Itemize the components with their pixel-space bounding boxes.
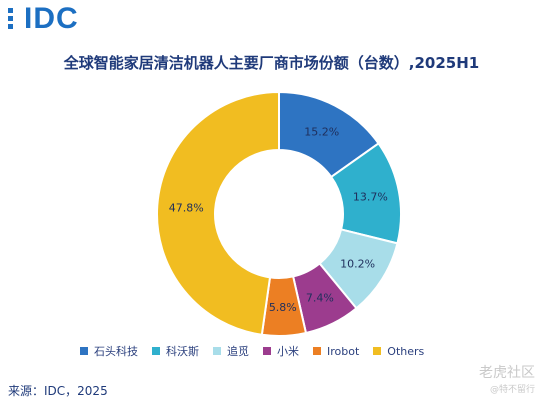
slice-6: [156, 90, 280, 336]
legend-label: 追觅: [227, 345, 249, 358]
chart-legend: 石头科技 科沃斯 追觅 小米 Irobot Others: [80, 343, 424, 359]
legend-swatch: [80, 347, 88, 355]
legend-item-3: 追觅: [213, 343, 249, 359]
legend-swatch: [152, 347, 160, 355]
watermark-main: 老虎社区: [479, 365, 535, 381]
slice-label-4: 7.4%: [306, 292, 334, 305]
watermark: 老虎社区 @特不留行: [479, 362, 535, 395]
idc-logo: IDC: [8, 2, 79, 36]
chart-title: 全球智能家居清洁机器人主要厂商市场份额（台数）,2025H1: [63, 54, 480, 72]
legend-label: Irobot: [327, 344, 360, 358]
legend-item-2: 科沃斯: [152, 343, 199, 359]
slice-label-6: 47.8%: [169, 201, 204, 214]
legend-item-5: Irobot: [313, 343, 359, 359]
legend-item-6: Others: [373, 343, 424, 359]
watermark-sub: @特不留行: [489, 385, 535, 395]
slice-label-5: 5.8%: [269, 301, 297, 314]
legend-swatch: [313, 347, 321, 355]
legend-label: 小米: [277, 345, 299, 358]
legend-label: 石头科技: [94, 345, 138, 358]
logo-mark: [8, 6, 20, 32]
donut-chart: 15.2% 13.7% 10.2% 7.4% 5.8% 47.8%: [156, 90, 402, 337]
source-note: 来源：IDC，2025: [8, 384, 108, 398]
legend-swatch: [213, 347, 221, 355]
legend-label: 科沃斯: [166, 345, 199, 358]
slice-label-2: 13.7%: [353, 191, 388, 204]
slice-label-3: 10.2%: [340, 258, 375, 271]
legend-label: Others: [387, 344, 425, 358]
legend-item-1: 石头科技: [80, 343, 138, 359]
legend-item-4: 小米: [263, 343, 299, 359]
legend-swatch: [263, 347, 271, 355]
slice-label-1: 15.2%: [304, 125, 339, 138]
legend-swatch: [373, 347, 382, 355]
logo-text: IDC: [24, 2, 79, 35]
